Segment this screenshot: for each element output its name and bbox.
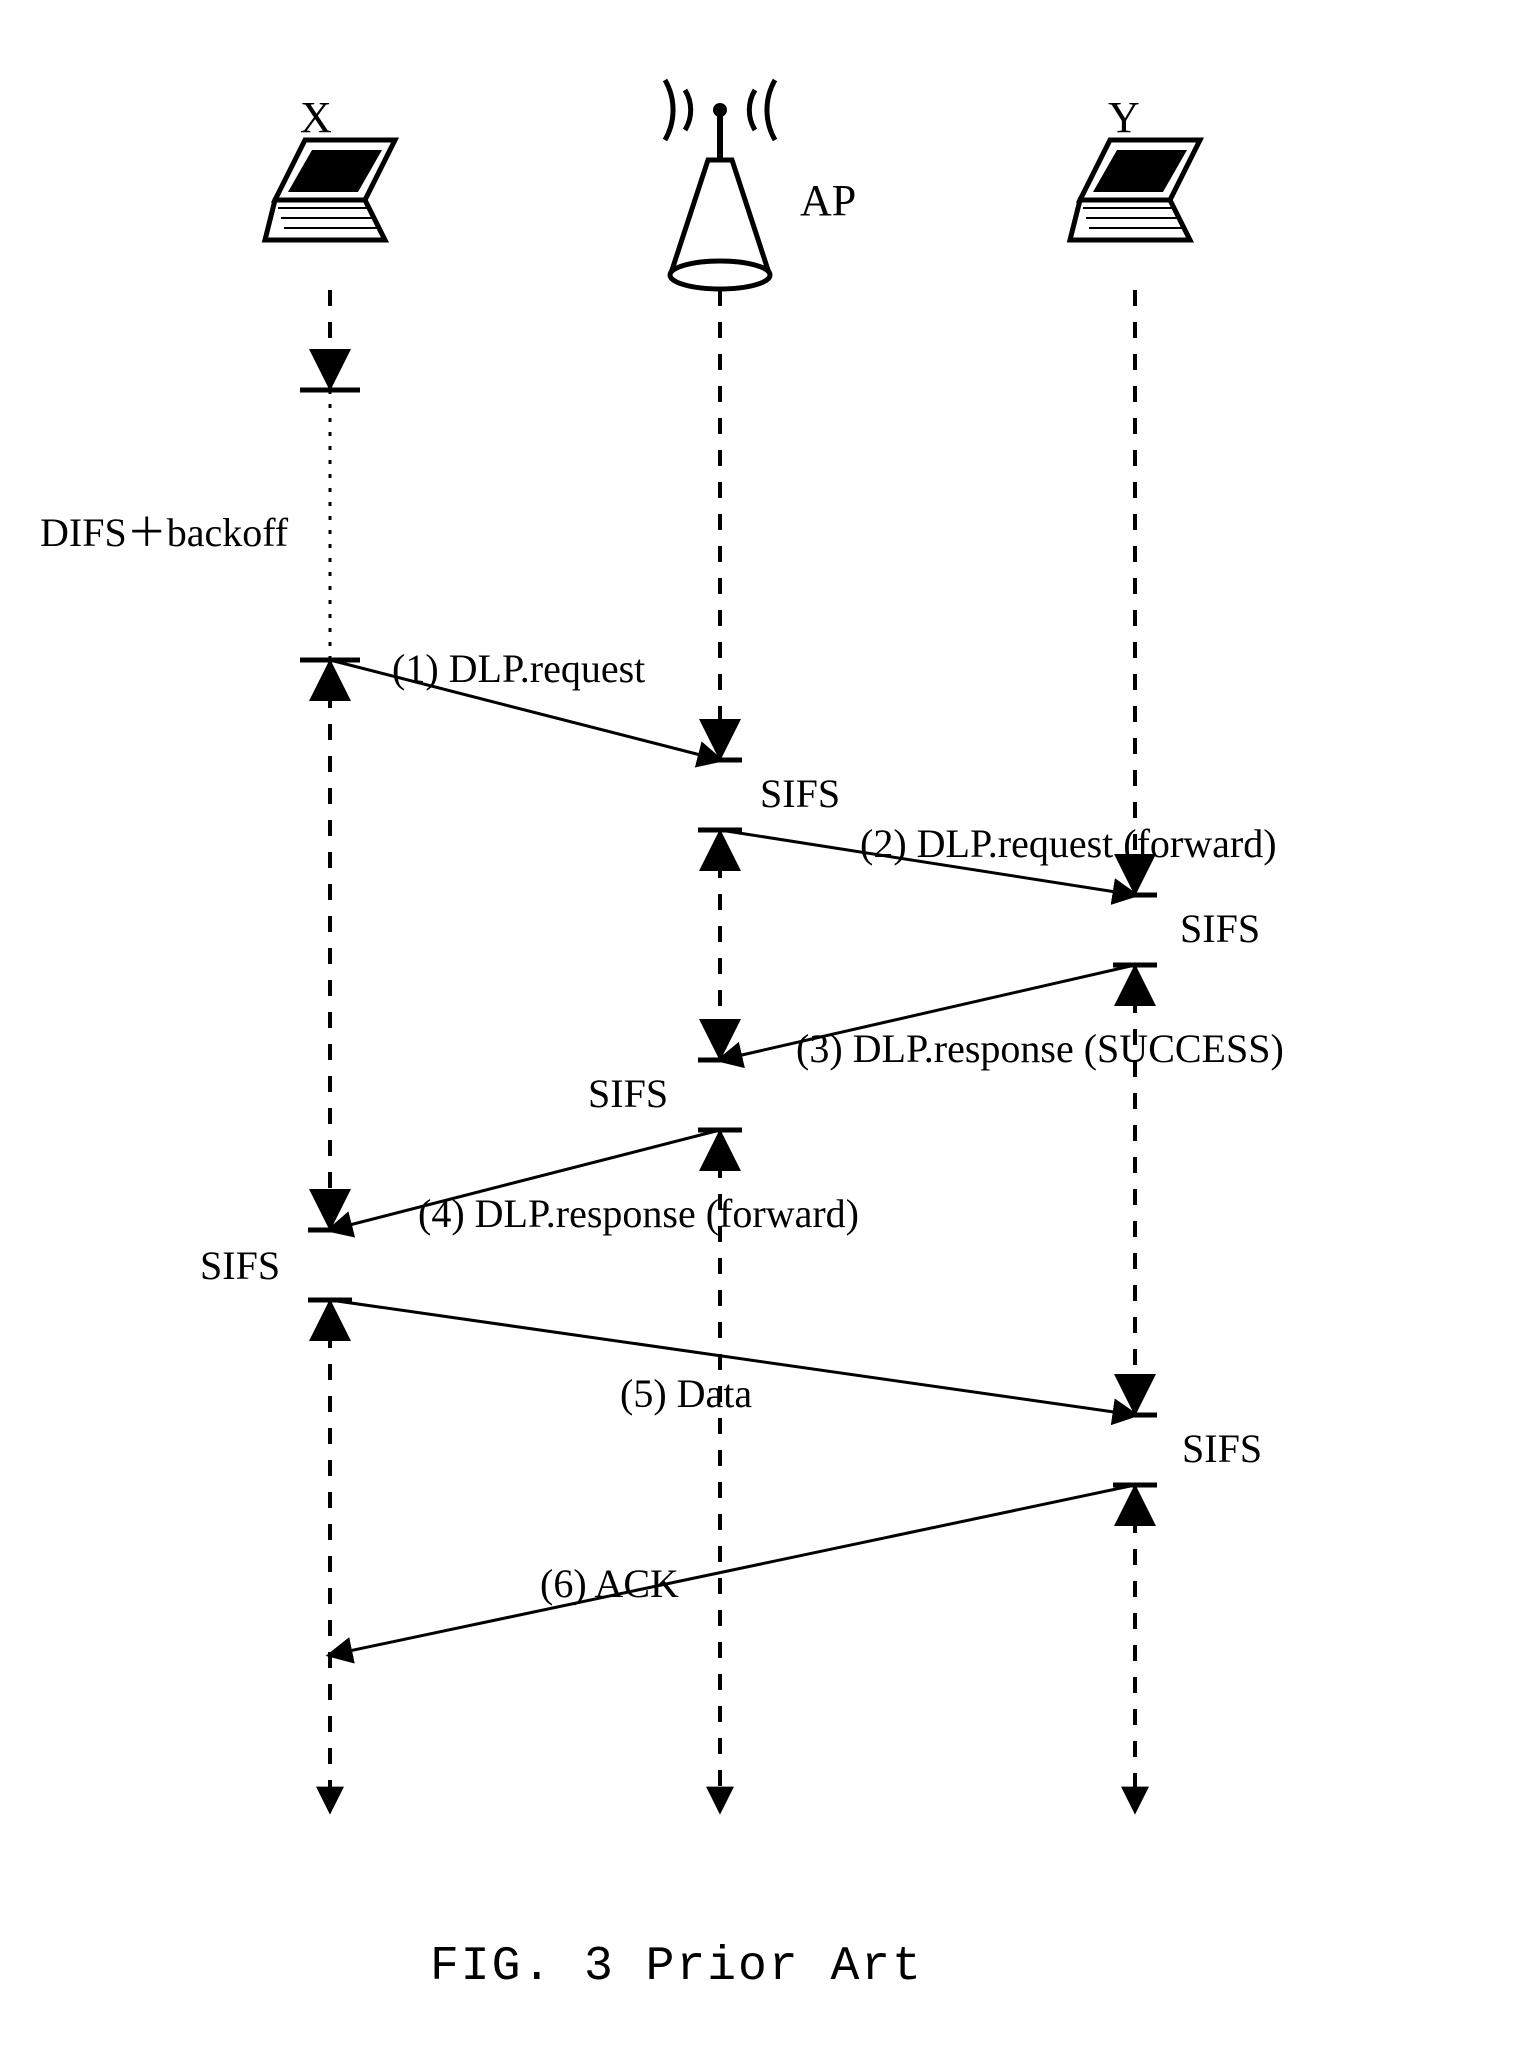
diagram-svg	[0, 0, 1514, 2054]
diagram-stage: X AP Y DIFS＋backoff SIFS SIFS SIFS SIFS …	[0, 0, 1514, 2054]
